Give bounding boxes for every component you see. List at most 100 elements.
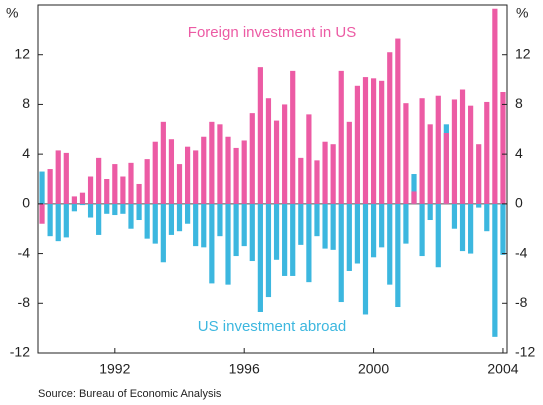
bar bbox=[209, 203, 215, 284]
bar bbox=[403, 103, 409, 204]
bar bbox=[443, 133, 449, 204]
bar bbox=[55, 150, 61, 204]
bar bbox=[322, 203, 328, 249]
bar bbox=[370, 203, 377, 258]
y2-tick-label: -12 bbox=[515, 344, 535, 360]
bar bbox=[168, 139, 175, 204]
bar bbox=[47, 203, 53, 237]
y-tick-label: 4 bbox=[22, 145, 30, 161]
y2-tick-label: 12 bbox=[515, 45, 531, 61]
bar bbox=[160, 121, 166, 204]
bar bbox=[330, 144, 336, 204]
bar bbox=[184, 203, 191, 224]
bar bbox=[128, 203, 134, 229]
bar bbox=[273, 120, 280, 204]
bar bbox=[459, 203, 466, 252]
bar bbox=[63, 203, 69, 238]
bar bbox=[282, 203, 288, 276]
bar bbox=[419, 203, 425, 257]
bar bbox=[136, 203, 142, 221]
bar bbox=[104, 203, 110, 214]
bar bbox=[403, 203, 409, 244]
bar bbox=[314, 160, 320, 204]
bar bbox=[468, 203, 474, 254]
bar bbox=[144, 203, 150, 239]
bar bbox=[217, 203, 223, 237]
bar bbox=[39, 171, 45, 204]
bar bbox=[39, 203, 45, 224]
annotation: US investment abroad bbox=[198, 318, 346, 335]
bar bbox=[71, 196, 77, 204]
bar bbox=[451, 203, 458, 229]
bar bbox=[476, 203, 482, 208]
bar bbox=[322, 141, 328, 204]
bar bbox=[395, 38, 401, 204]
bar bbox=[290, 203, 296, 276]
bar bbox=[136, 183, 142, 204]
bar bbox=[144, 159, 150, 204]
bar bbox=[152, 203, 158, 244]
bar bbox=[306, 203, 312, 283]
bar bbox=[217, 124, 223, 204]
bar bbox=[411, 174, 417, 204]
x-tick-label: 1996 bbox=[229, 361, 260, 377]
bar bbox=[201, 203, 207, 248]
bar bbox=[379, 203, 385, 248]
plot-frame bbox=[37, 4, 508, 354]
bar bbox=[468, 105, 474, 204]
bar bbox=[225, 203, 231, 285]
bar bbox=[96, 203, 102, 235]
bar bbox=[395, 203, 401, 308]
bar bbox=[152, 141, 158, 204]
bar bbox=[176, 164, 183, 204]
bar bbox=[338, 70, 344, 204]
y2-tick-label: 0 bbox=[515, 195, 523, 211]
bar bbox=[55, 203, 61, 242]
bar bbox=[249, 113, 255, 204]
bar bbox=[193, 150, 199, 204]
x-tick-label: 1992 bbox=[99, 361, 130, 377]
bar bbox=[354, 85, 361, 204]
bar bbox=[346, 121, 352, 204]
bar bbox=[160, 203, 166, 263]
bar bbox=[362, 203, 369, 315]
bar bbox=[233, 203, 239, 257]
y-tick-label: -12 bbox=[10, 344, 30, 360]
bar bbox=[314, 203, 320, 237]
x-tick-label: 2000 bbox=[358, 361, 389, 377]
bar bbox=[120, 203, 126, 214]
bar bbox=[225, 136, 231, 204]
bar bbox=[265, 98, 272, 204]
bar bbox=[387, 203, 393, 285]
bar bbox=[500, 92, 506, 204]
bar bbox=[128, 162, 134, 204]
bar bbox=[120, 176, 126, 204]
bar bbox=[451, 99, 458, 204]
bar bbox=[168, 203, 175, 235]
bar bbox=[273, 203, 280, 260]
bar bbox=[290, 70, 296, 204]
bar bbox=[338, 203, 344, 303]
bar bbox=[282, 104, 288, 204]
bar bbox=[209, 121, 215, 204]
y2-tick-label: -4 bbox=[515, 244, 528, 260]
bar bbox=[241, 140, 247, 204]
bar bbox=[419, 98, 425, 204]
bar bbox=[346, 203, 352, 271]
bar bbox=[427, 203, 433, 221]
y-unit-right: % bbox=[516, 5, 528, 21]
y2-tick-label: 8 bbox=[515, 95, 523, 111]
bar bbox=[484, 101, 490, 204]
bar bbox=[459, 89, 466, 204]
bar bbox=[87, 176, 94, 204]
bar bbox=[104, 179, 110, 204]
bar bbox=[112, 203, 118, 216]
bar bbox=[298, 157, 304, 204]
bar bbox=[484, 203, 490, 232]
bar bbox=[330, 203, 336, 250]
source: Source: Bureau of Economic Analysis bbox=[38, 388, 222, 400]
bar bbox=[87, 203, 94, 218]
bar bbox=[233, 147, 239, 204]
bar bbox=[257, 203, 263, 312]
